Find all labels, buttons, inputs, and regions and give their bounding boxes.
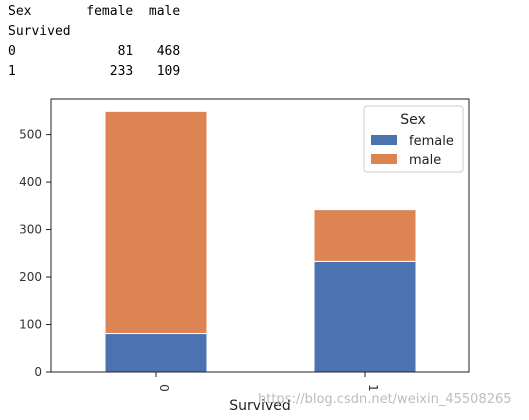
legend-label-male: male (409, 153, 441, 168)
dataframe-output: Sex female male Survived 0 81 468 1 233 109 (8, 2, 180, 82)
x-axis-label: Survived (229, 398, 290, 414)
y-axis: 0 100 200 300 400 500 (19, 128, 51, 379)
y-tick-label: 500 (19, 128, 42, 142)
bar-female-1 (313, 260, 417, 373)
y-tick-label: 400 (19, 175, 42, 189)
y-tick-label: 0 (34, 365, 42, 379)
dataframe-line: 1 233 109 (8, 64, 181, 79)
dataframe-line: Survived (8, 24, 71, 39)
plot-frame (50, 98, 470, 373)
legend: Sex female male (363, 105, 464, 173)
bar-male-0 (104, 110, 208, 335)
x-tick-label: 0 (157, 384, 171, 392)
bar-female-0 (104, 333, 208, 373)
bar-male-1 (313, 209, 417, 262)
legend-items: female male (371, 134, 454, 168)
dataframe-line: Sex female male (8, 4, 181, 19)
y-tick-label: 300 (19, 223, 42, 237)
legend-swatch-male (371, 154, 397, 164)
legend-title: Sex (400, 112, 426, 128)
bars-group (104, 110, 417, 373)
watermark: https://blog.csdn.net/weixin_45508265 (258, 392, 512, 407)
y-tick-label: 200 (19, 270, 42, 284)
dataframe-line: 0 81 468 (8, 44, 181, 59)
x-tick-label: 1 (366, 384, 380, 392)
legend-swatch-female (371, 135, 397, 145)
legend-label-female: female (409, 134, 454, 149)
y-tick-label: 100 (19, 318, 42, 332)
